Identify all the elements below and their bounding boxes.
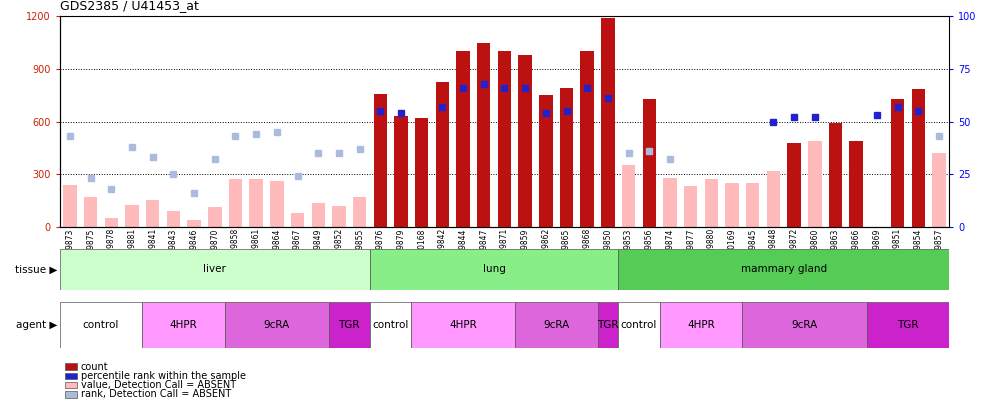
Text: TGR: TGR xyxy=(898,320,918,330)
Bar xyxy=(477,43,490,227)
Text: 4HPR: 4HPR xyxy=(449,320,477,330)
Bar xyxy=(618,249,949,290)
Text: control: control xyxy=(373,320,409,330)
Bar xyxy=(642,99,656,227)
Text: value, Detection Call = ABSENT: value, Detection Call = ABSENT xyxy=(81,380,236,390)
Bar xyxy=(60,302,142,348)
Text: liver: liver xyxy=(204,264,227,274)
Bar xyxy=(660,302,743,348)
Bar xyxy=(515,302,597,348)
Bar xyxy=(65,391,77,398)
Bar xyxy=(435,82,449,227)
Text: 4HPR: 4HPR xyxy=(170,320,198,330)
Text: 9cRA: 9cRA xyxy=(543,320,570,330)
Bar xyxy=(498,51,511,227)
Bar xyxy=(142,302,226,348)
Bar xyxy=(65,382,77,388)
Bar xyxy=(60,249,370,290)
Text: control: control xyxy=(83,320,119,330)
Text: GDS2385 / U41453_at: GDS2385 / U41453_at xyxy=(60,0,199,12)
Text: lung: lung xyxy=(483,264,506,274)
Text: 4HPR: 4HPR xyxy=(687,320,715,330)
Text: count: count xyxy=(81,362,108,371)
Bar xyxy=(601,18,614,227)
Bar xyxy=(787,143,801,227)
Bar xyxy=(65,363,77,370)
Bar xyxy=(746,183,759,227)
Bar xyxy=(618,302,660,348)
Bar xyxy=(622,165,635,227)
Bar xyxy=(867,302,949,348)
Bar xyxy=(370,302,412,348)
Bar xyxy=(597,302,618,348)
Bar xyxy=(208,207,222,227)
Bar xyxy=(456,51,470,227)
Text: control: control xyxy=(620,320,657,330)
Bar xyxy=(743,302,867,348)
Bar xyxy=(414,118,428,227)
Text: 9cRA: 9cRA xyxy=(263,320,290,330)
Bar xyxy=(229,179,243,227)
Bar xyxy=(684,186,698,227)
Bar xyxy=(329,302,370,348)
Bar xyxy=(911,89,925,227)
Text: TGR: TGR xyxy=(597,320,618,330)
Bar xyxy=(226,302,329,348)
Text: 9cRA: 9cRA xyxy=(791,320,818,330)
Bar xyxy=(353,197,367,227)
Bar xyxy=(560,88,574,227)
Bar xyxy=(311,203,325,227)
Bar xyxy=(83,197,97,227)
Text: TGR: TGR xyxy=(339,320,360,330)
Bar xyxy=(370,249,618,290)
Text: tissue ▶: tissue ▶ xyxy=(15,264,58,274)
Bar xyxy=(64,185,77,227)
Bar xyxy=(146,200,159,227)
Bar xyxy=(850,141,863,227)
Bar xyxy=(395,116,408,227)
Text: agent ▶: agent ▶ xyxy=(16,320,58,330)
Bar xyxy=(374,94,387,227)
Text: percentile rank within the sample: percentile rank within the sample xyxy=(81,371,246,381)
Bar xyxy=(167,211,180,227)
Bar xyxy=(249,179,262,227)
Bar xyxy=(125,205,139,227)
Bar xyxy=(65,373,77,379)
Bar xyxy=(580,51,594,227)
Bar xyxy=(104,218,118,227)
Bar xyxy=(932,153,945,227)
Bar xyxy=(539,95,553,227)
Bar xyxy=(519,55,532,227)
Bar xyxy=(412,302,515,348)
Bar xyxy=(808,141,821,227)
Text: rank, Detection Call = ABSENT: rank, Detection Call = ABSENT xyxy=(81,390,231,399)
Bar xyxy=(850,162,863,227)
Bar xyxy=(705,179,718,227)
Bar xyxy=(829,123,842,227)
Bar xyxy=(188,220,201,227)
Bar xyxy=(726,183,739,227)
Bar xyxy=(270,181,283,227)
Bar xyxy=(766,171,780,227)
Bar xyxy=(291,213,304,227)
Text: mammary gland: mammary gland xyxy=(741,264,827,274)
Bar xyxy=(663,178,677,227)
Bar xyxy=(332,206,346,227)
Bar xyxy=(891,99,905,227)
